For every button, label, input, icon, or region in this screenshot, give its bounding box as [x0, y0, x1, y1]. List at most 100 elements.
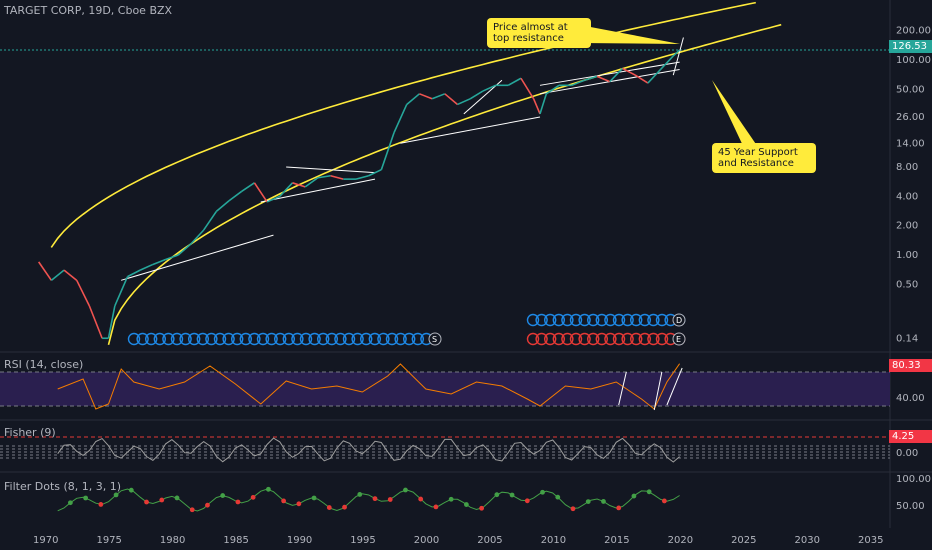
- filter-dot: [327, 505, 332, 510]
- rsi-band: [0, 372, 890, 406]
- price-segment: [254, 183, 267, 202]
- price-segment: [51, 270, 64, 280]
- price-ytick: 2.00: [896, 221, 918, 232]
- price-segment: [356, 176, 369, 179]
- annotation-support-resistance[interactable]: 45 Year Support and Resistance: [712, 143, 816, 173]
- filter-dot: [373, 496, 378, 501]
- filter-dots-label: Filter Dots (8, 1, 3, 1): [4, 480, 121, 493]
- price-segment: [394, 104, 407, 132]
- filter-dot: [418, 497, 423, 502]
- filter-dot: [616, 506, 621, 511]
- signal-badge-label: D: [676, 316, 682, 325]
- price-segment: [546, 85, 559, 93]
- rsi-value-tag: 80.33: [889, 359, 932, 372]
- filter-dot: [312, 496, 317, 501]
- price-segment: [458, 99, 471, 105]
- signal-badge-label: E: [676, 335, 681, 344]
- filter-dot: [205, 503, 210, 508]
- price-segment: [77, 280, 90, 306]
- filter-dot: [601, 499, 606, 504]
- current-price-tag: 126.53: [889, 40, 932, 53]
- price-segment: [331, 176, 344, 179]
- filter-dot: [357, 492, 362, 497]
- filter-dot: [555, 495, 560, 500]
- filter-dot: [403, 488, 408, 493]
- price-segment: [166, 255, 179, 259]
- annotation-top-resistance[interactable]: Price almost at top resistance: [487, 18, 591, 48]
- fisher-label: Fisher (9): [4, 426, 56, 439]
- price-ytick: 0.14: [896, 333, 918, 344]
- price-segment: [64, 270, 77, 280]
- price-segment: [521, 78, 534, 99]
- price-ytick: 0.50: [896, 279, 918, 290]
- price-ytick: 50.00: [896, 84, 925, 95]
- time-xtick: 1990: [287, 535, 312, 546]
- filter-dots-ytick: 50.00: [896, 501, 925, 512]
- filter-dot: [144, 500, 149, 505]
- price-segment: [407, 94, 420, 105]
- trendline: [400, 117, 540, 143]
- rsi-ytick: 40.00: [896, 393, 925, 404]
- filter-dot: [586, 499, 591, 504]
- time-xtick: 2005: [477, 535, 502, 546]
- lower-support-curve: [109, 25, 782, 345]
- time-xtick: 1985: [223, 535, 248, 546]
- time-xtick: 2025: [731, 535, 756, 546]
- time-xtick: 2035: [858, 535, 883, 546]
- price-ytick: 100.00: [896, 55, 931, 66]
- price-ytick: 1.00: [896, 250, 918, 261]
- price-segment: [419, 94, 432, 99]
- price-segment: [39, 262, 52, 280]
- filter-dot: [266, 487, 271, 492]
- filter-dot: [236, 500, 241, 505]
- filter-dot: [647, 489, 652, 494]
- signal-badge-label: S: [432, 335, 437, 344]
- filter-dot: [632, 494, 637, 499]
- time-xtick: 2015: [604, 535, 629, 546]
- filter-dot: [662, 499, 667, 504]
- filter-dot: [159, 498, 164, 503]
- price-ytick: 8.00: [896, 162, 918, 173]
- price-segment: [508, 78, 521, 85]
- filter-dot: [479, 506, 484, 511]
- price-segment: [432, 94, 445, 99]
- price-segment: [178, 244, 191, 255]
- filter-dots-ytick: 100.00: [896, 474, 931, 485]
- filter-dot: [342, 505, 347, 510]
- filter-dot: [114, 493, 119, 498]
- time-xtick: 1970: [33, 535, 58, 546]
- price-segment: [216, 201, 229, 212]
- filter-dot: [251, 495, 256, 500]
- price-segment: [204, 211, 217, 230]
- annotation-pointer: [580, 25, 680, 44]
- filter-dot: [296, 501, 301, 506]
- time-xtick: 2020: [668, 535, 693, 546]
- filter-dot: [83, 496, 88, 501]
- time-xtick: 1995: [350, 535, 375, 546]
- filter-dot: [190, 507, 195, 512]
- filter-dot: [540, 490, 545, 495]
- filter-dot: [494, 492, 499, 497]
- filter-dot: [281, 499, 286, 504]
- filter-dot: [510, 493, 515, 498]
- price-ytick: 200.00: [896, 26, 931, 37]
- price-ytick: 14.00: [896, 138, 925, 149]
- trendline: [121, 235, 273, 280]
- price-segment: [381, 133, 394, 170]
- price-segment: [242, 183, 255, 191]
- time-xtick: 1980: [160, 535, 185, 546]
- time-xtick: 1975: [96, 535, 121, 546]
- filter-dot: [98, 502, 103, 507]
- rsi-label: RSI (14, close): [4, 358, 83, 371]
- price-segment: [534, 99, 540, 114]
- price-segment: [540, 94, 546, 114]
- filter-dot: [68, 500, 73, 505]
- trendline: [261, 179, 375, 202]
- price-segment: [470, 91, 483, 99]
- price-segment: [89, 306, 102, 338]
- time-xtick: 2000: [414, 535, 439, 546]
- annotation-pointer: [712, 80, 760, 150]
- price-segment: [140, 264, 153, 270]
- filter-dot: [571, 506, 576, 511]
